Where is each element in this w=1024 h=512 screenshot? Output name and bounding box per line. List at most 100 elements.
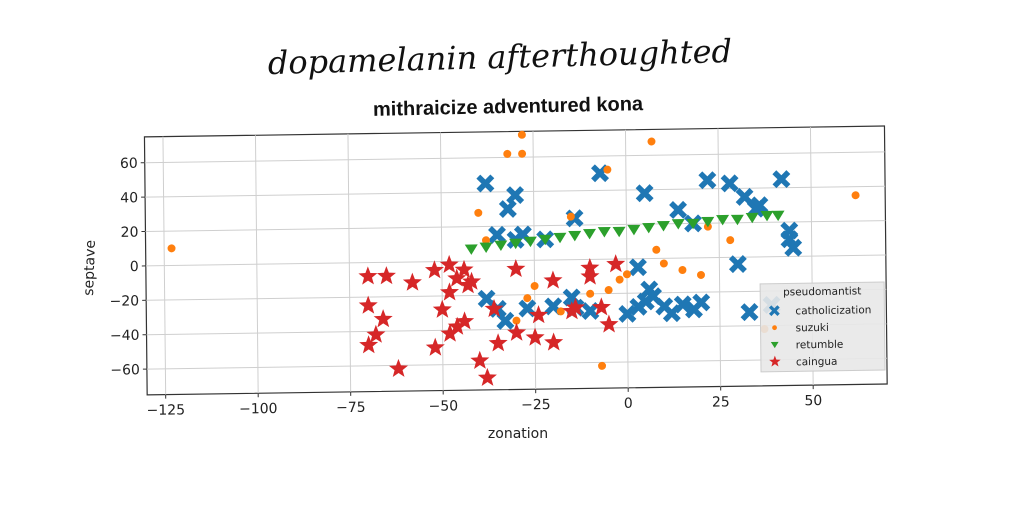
catholicization-point: [720, 174, 739, 193]
catholicization-point: [629, 258, 648, 277]
x-axis-label: zonation: [488, 426, 548, 442]
chart-title: mithraicize adventured kona: [373, 93, 644, 121]
legend-entries: catholicization suzuki retumble caingua: [768, 304, 871, 369]
caingua-point: [447, 316, 467, 335]
caingua-point: [439, 254, 459, 274]
suzuki-point: [696, 270, 705, 279]
x-tick-label: 25: [712, 394, 730, 410]
retumble-point: [568, 230, 582, 242]
legend-title: pseudomantist: [783, 285, 861, 298]
caingua-point: [402, 272, 422, 291]
y-tick-label: 60: [120, 156, 138, 172]
legend-box: [759, 281, 886, 373]
y-tick-label: −40: [110, 328, 140, 344]
y-axis-label: septave: [81, 240, 99, 296]
retumble-point: [509, 238, 523, 250]
caingua-point: [529, 305, 549, 324]
data-marks: [167, 130, 860, 387]
y-tick-label: 0: [130, 259, 139, 275]
suzuki-point: [474, 208, 483, 217]
catholicization-point: [698, 171, 717, 190]
retumble-point: [760, 210, 774, 222]
catholicization-point: [772, 170, 791, 189]
x-tick-label: −75: [336, 400, 366, 416]
catholicization-point: [692, 293, 711, 312]
retumble-point: [656, 220, 670, 232]
catholicization-point: [496, 311, 515, 330]
suzuki-point: [851, 191, 860, 200]
catholicization-point: [740, 303, 759, 322]
caingua-point: [562, 301, 582, 320]
suzuki-point: [659, 259, 668, 268]
suzuki-point: [603, 165, 612, 174]
retumble-point: [671, 219, 685, 230]
retumble-point: [627, 224, 641, 236]
suzuki-point: [726, 236, 735, 245]
legend-label-catholicization: catholicization: [795, 304, 871, 317]
caingua-point: [591, 297, 611, 316]
catholicization-point: [476, 174, 495, 193]
suzuki-point: [167, 244, 176, 253]
caingua-point: [488, 333, 508, 352]
caingua-point: [366, 324, 386, 343]
retumble-point: [642, 222, 656, 234]
legend: pseudomantist catholicization suzuki retum…: [759, 281, 886, 373]
catholicization-point: [635, 184, 654, 203]
suzuki-point: [523, 294, 532, 303]
figure-suptitle: dopamelanin afterthoughted: [267, 32, 732, 82]
caingua-point: [358, 266, 378, 285]
retumble-point: [553, 232, 567, 244]
catholicization-point: [750, 196, 769, 215]
suzuki-point: [598, 361, 607, 370]
catholicization-point: [618, 304, 637, 323]
y-tick-label: 20: [121, 225, 139, 241]
x-tick-label: −50: [428, 398, 458, 414]
caingua-point: [447, 268, 467, 287]
retumble-point: [771, 210, 785, 222]
axis-ticks: −125 −100 −75 −50 −25 0 25 50 −60 −40 −20 0 20 40 60: [110, 156, 823, 419]
legend-marker-retumble: [770, 341, 779, 349]
x-tick-label: −125: [147, 402, 186, 419]
caingua-point: [484, 298, 504, 318]
retumble-point: [479, 242, 493, 253]
retumble-point: [597, 226, 611, 238]
suzuki-point: [530, 281, 539, 290]
catholicization-point: [784, 238, 803, 257]
retumble-point: [523, 236, 537, 248]
legend-marker-caingua: [769, 355, 781, 367]
catholicization-point: [728, 255, 747, 274]
catholicization-point: [673, 295, 692, 314]
caingua-point: [462, 271, 482, 290]
caingua-point: [440, 323, 460, 342]
suzuki-point: [678, 266, 687, 275]
caingua-point: [477, 367, 497, 387]
legend-label-caingua: caingua: [796, 356, 838, 369]
caingua-point: [359, 335, 379, 354]
y-gridline: [145, 220, 886, 232]
caingua-point: [425, 337, 445, 356]
retumble-point: [582, 228, 596, 240]
caingua-point: [388, 358, 409, 378]
plot-area: −125 −100 −75 −50 −25 0 25 50 −60 −40 −20 0 20 40 60 p…: [110, 125, 888, 419]
caingua-point: [432, 299, 452, 318]
x-tick-label: −100: [239, 401, 278, 418]
suzuki-point: [622, 270, 631, 279]
caingua-point: [544, 332, 564, 351]
legend-label-retumble: retumble: [796, 339, 844, 352]
y-tick-label: −60: [110, 362, 140, 378]
caingua-point: [507, 322, 527, 341]
retumble-point: [716, 214, 730, 226]
retumble-point: [730, 214, 744, 226]
y-tick-label: −20: [110, 293, 140, 309]
caingua-point: [599, 314, 619, 333]
suzuki-point: [556, 307, 565, 316]
suzuki-point: [652, 245, 661, 254]
retumble-point: [701, 216, 715, 228]
catholicization-point: [636, 292, 655, 311]
caingua-point: [455, 311, 475, 330]
caingua-point: [358, 295, 378, 314]
caingua-point: [424, 260, 444, 279]
retumble-point: [686, 218, 700, 230]
catholicization-point: [669, 200, 688, 219]
caingua-point: [606, 254, 626, 273]
